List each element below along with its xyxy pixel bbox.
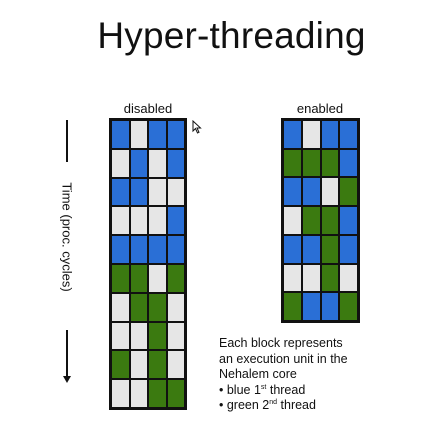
execution-block-blue <box>148 235 167 264</box>
execution-block-idle <box>111 321 130 351</box>
execution-block-idle <box>111 148 130 178</box>
execution-block-blue <box>339 234 358 264</box>
execution-block-blue <box>301 234 321 264</box>
legend-green-thread: • green 2nd thread <box>219 398 348 414</box>
execution-block-idle <box>166 292 185 322</box>
execution-block-blue <box>129 177 148 207</box>
execution-block-idle <box>301 120 321 149</box>
execution-block-blue <box>166 148 185 178</box>
execution-block-blue <box>129 235 148 264</box>
execution-block-idle <box>111 379 130 408</box>
legend-blue-thread: • blue 1st thread <box>219 383 348 399</box>
execution-block-idle <box>320 177 340 207</box>
execution-block-blue <box>166 206 185 236</box>
legend-text: Each block represents an execution unit … <box>219 336 348 414</box>
execution-block-green <box>129 263 148 293</box>
execution-block-blue <box>339 148 358 178</box>
execution-block-green <box>111 350 130 380</box>
enabled-execution-grid <box>281 118 360 323</box>
execution-block-blue <box>166 120 185 149</box>
execution-block-idle <box>148 206 167 236</box>
legend-line-1: Each block represents <box>219 336 343 350</box>
legend-green-sup: nd <box>269 398 278 406</box>
disabled-execution-grid <box>109 118 187 410</box>
execution-block-green <box>301 206 321 235</box>
execution-block-idle <box>129 321 148 351</box>
execution-block-green <box>148 292 167 322</box>
execution-block-green <box>320 148 340 178</box>
legend-blue-sup: st <box>260 383 267 391</box>
execution-block-blue <box>301 177 321 207</box>
execution-block-idle <box>283 206 302 235</box>
execution-block-green <box>301 148 321 178</box>
execution-block-green <box>148 379 167 408</box>
legend-green-suffix: thread <box>277 398 316 412</box>
execution-block-idle <box>166 321 185 351</box>
mouse-pointer-icon <box>192 120 202 134</box>
execution-block-blue <box>129 148 148 178</box>
execution-block-green <box>339 292 358 321</box>
execution-block-idle <box>148 263 167 293</box>
time-axis-line-top <box>66 120 68 162</box>
time-axis-arrow-icon <box>63 376 71 383</box>
execution-block-idle <box>339 263 358 293</box>
execution-block-blue <box>320 120 340 149</box>
legend-blue-suffix: thread <box>266 382 306 397</box>
execution-block-blue <box>339 206 358 235</box>
execution-block-idle <box>148 177 167 207</box>
execution-block-blue <box>283 177 302 207</box>
execution-block-idle <box>129 350 148 380</box>
execution-block-green <box>166 263 185 293</box>
execution-block-blue <box>148 120 167 149</box>
execution-block-green <box>283 292 302 321</box>
time-axis-line-bottom <box>66 330 68 378</box>
execution-block-green <box>320 263 340 293</box>
execution-block-green <box>339 177 358 207</box>
execution-block-idle <box>129 206 148 236</box>
execution-block-idle <box>111 292 130 322</box>
execution-block-green <box>320 206 340 235</box>
execution-block-green <box>320 234 340 264</box>
legend-line-2: an execution unit in the <box>219 351 348 366</box>
execution-block-green <box>148 350 167 380</box>
execution-block-idle <box>111 206 130 236</box>
disabled-label: disabled <box>123 101 173 116</box>
execution-block-green <box>148 321 167 351</box>
execution-block-blue <box>283 234 302 264</box>
legend-line-3: Nehalem core <box>219 367 297 381</box>
execution-block-idle <box>166 177 185 207</box>
execution-block-blue <box>301 292 321 321</box>
execution-block-blue <box>283 120 302 149</box>
execution-block-idle <box>129 379 148 408</box>
legend-green-prefix: • green 2 <box>219 398 270 412</box>
execution-block-blue <box>166 235 185 264</box>
execution-block-blue <box>111 235 130 264</box>
execution-block-blue <box>111 177 130 207</box>
execution-block-blue <box>339 120 358 149</box>
execution-block-idle <box>148 148 167 178</box>
execution-block-idle <box>166 350 185 380</box>
execution-block-green <box>129 292 148 322</box>
execution-block-green <box>166 379 185 408</box>
execution-block-green <box>111 263 130 293</box>
execution-block-idle <box>283 263 302 293</box>
slide-title: Hyper-threading <box>97 15 366 56</box>
execution-block-blue <box>111 120 130 149</box>
time-axis-label: Time (proc. cycles) <box>59 182 75 292</box>
legend-blue-prefix: • blue 1 <box>219 382 261 397</box>
execution-block-idle <box>129 120 148 149</box>
execution-block-green <box>283 148 302 178</box>
enabled-label: enabled <box>296 101 344 116</box>
execution-block-idle <box>301 263 321 293</box>
execution-block-blue <box>320 292 340 321</box>
